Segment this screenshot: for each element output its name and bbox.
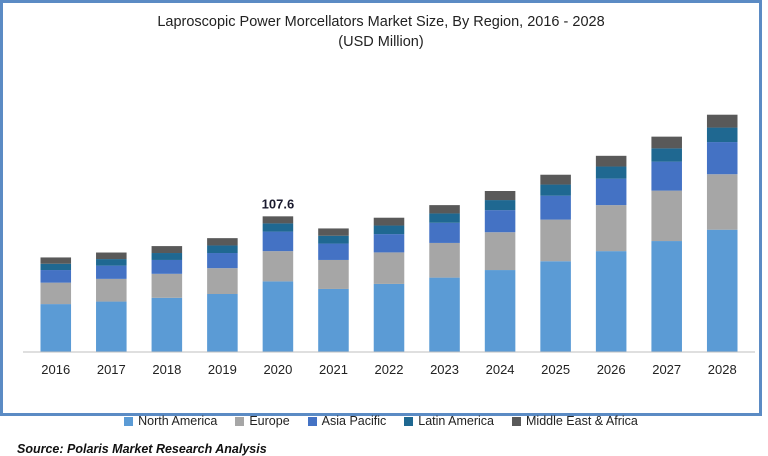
- svg-text:2020: 2020: [263, 362, 292, 377]
- svg-text:2017: 2017: [97, 362, 126, 377]
- svg-text:2021: 2021: [319, 362, 348, 377]
- svg-text:2016: 2016: [41, 362, 70, 377]
- svg-text:2019: 2019: [208, 362, 237, 377]
- svg-text:2018: 2018: [152, 362, 181, 377]
- svg-text:2027: 2027: [652, 362, 681, 377]
- svg-text:107.6: 107.6: [262, 196, 295, 211]
- svg-text:2023: 2023: [430, 362, 459, 377]
- svg-text:2022: 2022: [375, 362, 404, 377]
- svg-text:2028: 2028: [708, 362, 737, 377]
- svg-text:2024: 2024: [486, 362, 515, 377]
- svg-text:2025: 2025: [541, 362, 570, 377]
- svg-text:2026: 2026: [597, 362, 626, 377]
